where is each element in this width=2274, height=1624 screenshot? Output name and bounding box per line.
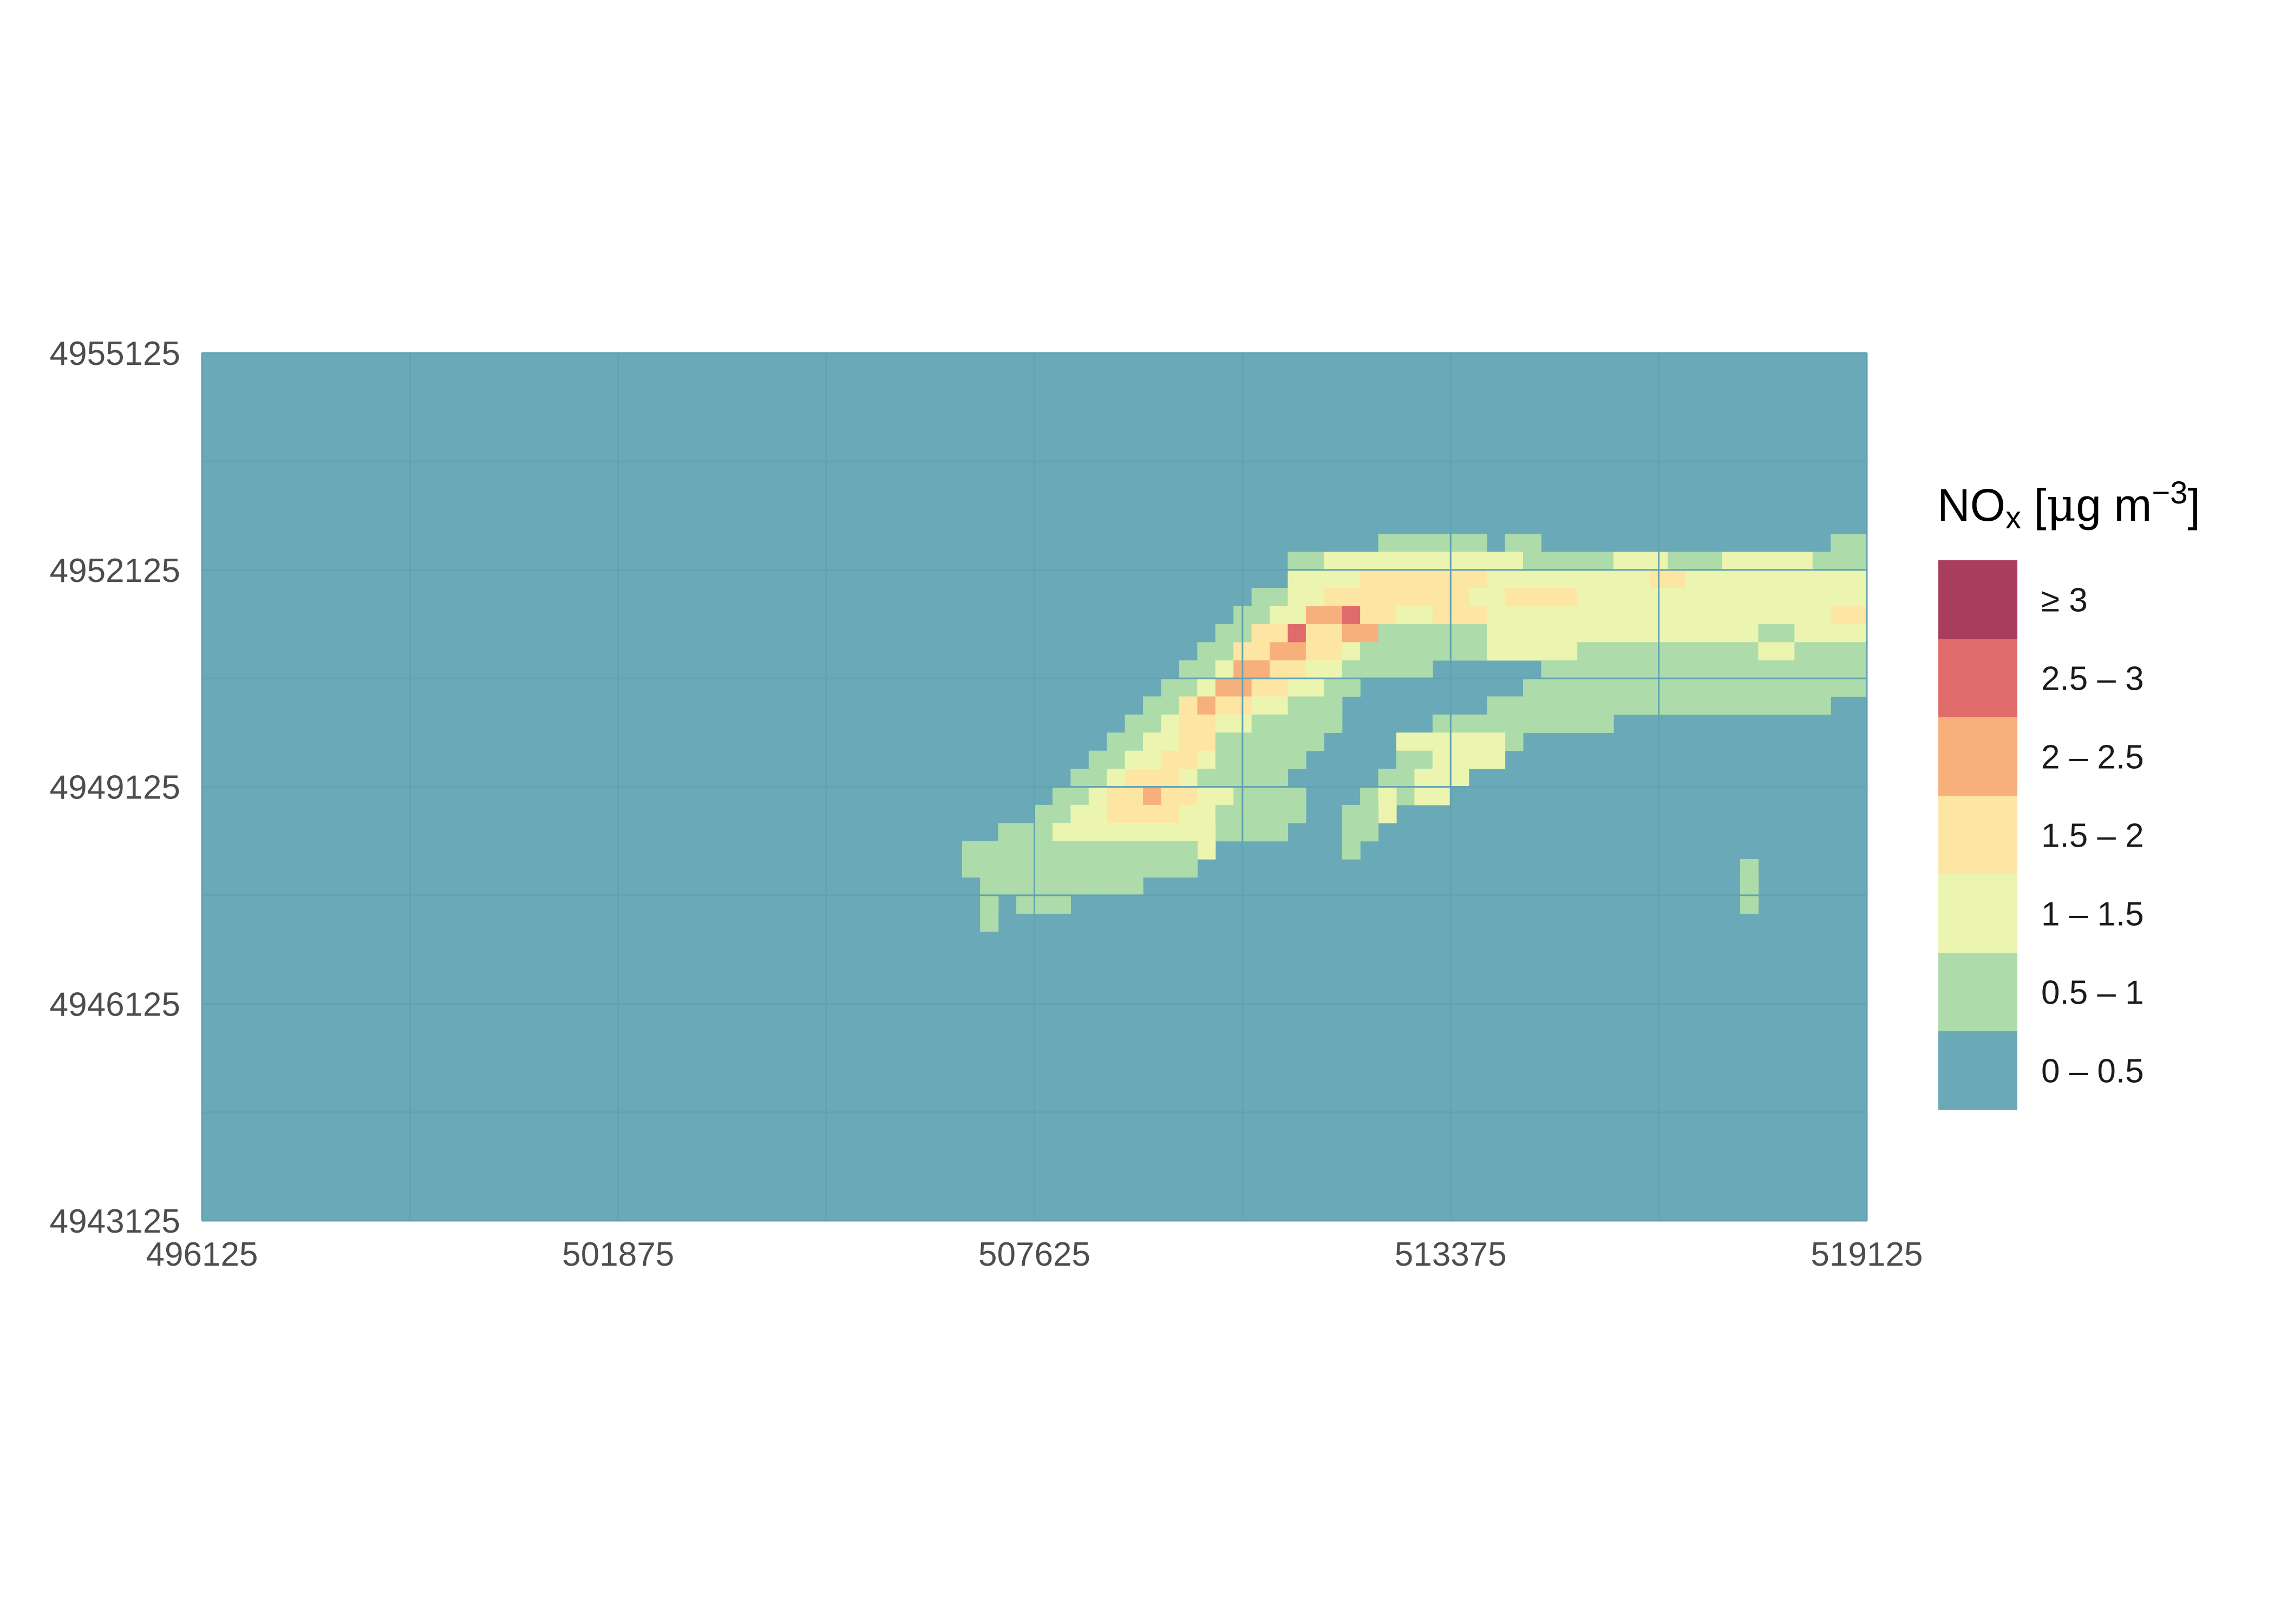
- y-tick-label: 4949125: [50, 769, 180, 807]
- raster-cell: [980, 895, 999, 932]
- grid-lines: [201, 352, 1868, 1222]
- legend-swatch: [1938, 796, 2017, 874]
- legend-label: ≥ 3: [2041, 582, 2088, 619]
- legend-swatch: [1938, 639, 2017, 717]
- raster-cell: [1378, 787, 1397, 823]
- y-tick-label: 4955125: [50, 335, 180, 372]
- map-panel: [201, 352, 1868, 1222]
- raster-cell: [1758, 678, 1831, 715]
- legend-swatch: [1938, 717, 2017, 796]
- x-tick-label: 507625: [978, 1236, 1090, 1273]
- legend-swatch: [1938, 560, 2017, 639]
- legend-title: NOx [μg m−3]: [1937, 475, 2200, 535]
- legend-title-open: [: [2021, 480, 2047, 531]
- legend-label: 1.5 – 2: [2041, 817, 2144, 855]
- x-tick-label: 501875: [562, 1236, 674, 1273]
- y-tick-label: 4952125: [50, 552, 180, 590]
- legend-label: 0 – 0.5: [2041, 1053, 2144, 1090]
- legend-title-close: ]: [2187, 480, 2200, 531]
- x-axis: 496125 501875 507625 513375 519125: [146, 1236, 1923, 1273]
- legend-label: 2.5 – 3: [2041, 660, 2144, 698]
- x-tick-label: 496125: [146, 1236, 258, 1273]
- x-tick-label: 513375: [1395, 1236, 1507, 1273]
- legend-title-mu: μ: [2047, 479, 2076, 532]
- raster-cell: [1324, 696, 1343, 733]
- y-tick-label: 4943125: [50, 1203, 180, 1240]
- legend-swatch: [1938, 1031, 2017, 1110]
- y-axis: 4955125 4952125 4949125 4946125 4943125: [50, 335, 180, 1240]
- raster-cell: [1487, 624, 1541, 661]
- legend-keys: ≥ 3 2.5 – 3 2 – 2.5 1.5 – 2 1 – 1.5 0.5 – 1 0 …: [1938, 560, 2144, 1110]
- legend-title-exponent: −3: [2152, 475, 2187, 510]
- legend-label: 1 – 1.5: [2041, 896, 2144, 933]
- legend-title-unit: g m: [2076, 480, 2152, 531]
- raster-cell: [1360, 642, 1433, 679]
- legend-swatch: [1938, 874, 2017, 953]
- raster-cell: [1541, 696, 1614, 733]
- x-tick-label: 519125: [1811, 1236, 1923, 1273]
- raster-cell: [1215, 804, 1289, 842]
- legend: NOx [μg m−3] ≥ 3 2.5 – 3 2 – 2.5 1.5 – 2 1 –…: [1937, 475, 2200, 1110]
- y-tick-label: 4946125: [50, 986, 180, 1023]
- raster-cell: [1107, 859, 1143, 896]
- legend-label: 2 – 2.5: [2041, 739, 2144, 776]
- raster-cell: [1649, 678, 1759, 715]
- legend-label: 0.5 – 1: [2041, 974, 2144, 1012]
- raster-cell: [1342, 823, 1361, 860]
- legend-swatch: [1938, 953, 2017, 1031]
- legend-title-subscript: x: [2005, 500, 2021, 535]
- legend-title-main: NO: [1937, 480, 2005, 531]
- raster-cell: [1088, 859, 1107, 896]
